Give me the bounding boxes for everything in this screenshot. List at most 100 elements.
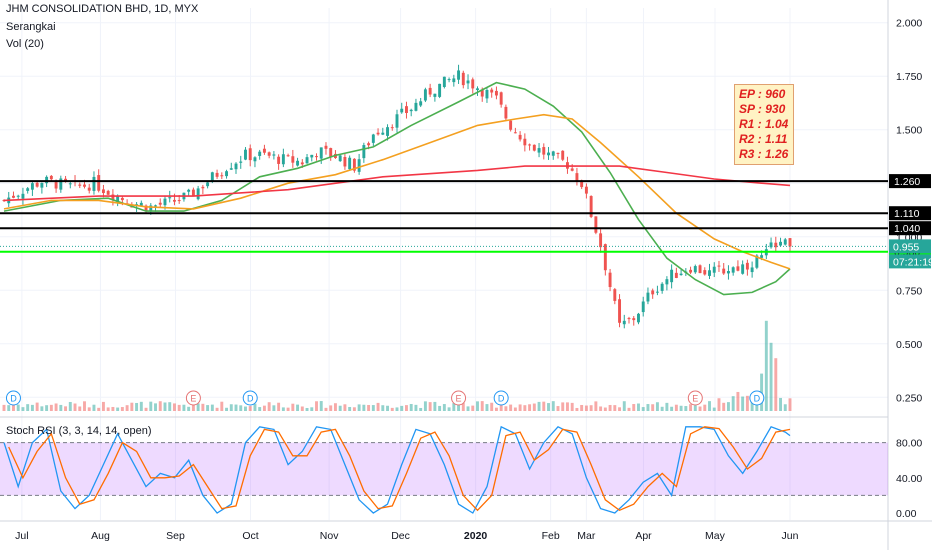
candle-body: [106, 190, 110, 195]
candle-body: [670, 269, 674, 283]
event-marker: [749, 390, 765, 406]
volume-bar: [419, 407, 423, 411]
volume-bar: [45, 405, 49, 411]
candle-body: [64, 178, 68, 182]
volume-bar: [54, 403, 58, 411]
candle-body: [291, 156, 295, 163]
candle-body: [139, 202, 143, 206]
volume-bar: [310, 407, 314, 411]
note-entry-price: EP : 960: [739, 87, 786, 101]
volume-bar: [144, 407, 148, 411]
volume-bar: [764, 320, 768, 411]
candle-body: [632, 318, 636, 321]
volume-bar: [130, 402, 134, 411]
volume-bar: [494, 407, 498, 411]
volume-bar: [319, 401, 323, 411]
stoch-rsi-panel: [0, 425, 888, 514]
volume-bar: [201, 403, 205, 411]
rsi-series-line: [3, 425, 791, 514]
volume-bar: [296, 404, 300, 411]
volume-bar: [101, 401, 105, 411]
volume-bar: [580, 404, 584, 411]
candle-body: [172, 199, 176, 202]
candle-body: [726, 271, 730, 274]
volume-bar: [291, 403, 295, 411]
moving-average-line: [3, 81, 791, 296]
candle-body: [419, 101, 423, 106]
volume-bar: [163, 402, 167, 411]
volume-bar: [476, 401, 479, 411]
volume-bar: [556, 406, 560, 411]
volume-bar: [509, 404, 513, 411]
volume-bar: [679, 405, 683, 411]
volume-bar: [627, 407, 631, 411]
candle-body: [603, 244, 607, 271]
volume-bar: [154, 403, 157, 411]
candle-body: [187, 189, 191, 192]
volume-bar: [518, 404, 522, 411]
volume-bar: [641, 407, 645, 411]
rsi-tick-label: 80.00: [896, 438, 922, 450]
volume-bar: [433, 401, 437, 411]
price-tag-label: 07:21:19: [893, 256, 932, 268]
candle-body: [149, 205, 153, 212]
volume-bar: [267, 402, 271, 411]
candle-body: [783, 239, 787, 245]
candle-body: [513, 132, 517, 134]
candle-body: [120, 197, 124, 201]
volume-bar: [333, 403, 337, 411]
volume-bar: [599, 406, 603, 411]
volume-bar: [49, 404, 53, 411]
level-tag: [889, 174, 931, 189]
candle-body: [452, 78, 456, 83]
volume-bar: [191, 401, 195, 411]
volume-bar: [92, 404, 96, 411]
candle-body: [239, 161, 243, 163]
note-stop-price: SP : 930: [739, 102, 786, 116]
volume-bar: [16, 404, 20, 411]
volume-bar: [779, 397, 782, 411]
volume-bar: [2, 404, 6, 411]
candle-body: [471, 79, 475, 89]
volume-bar: [693, 405, 697, 411]
candle-body: [518, 134, 522, 140]
volume-bar: [400, 405, 404, 411]
candle-body: [547, 152, 550, 156]
volume-bar: [305, 407, 309, 411]
volume-bar: [447, 407, 451, 411]
volume-bar: [637, 403, 640, 411]
volume-bar: [750, 396, 754, 411]
volume-bar: [139, 401, 143, 411]
candle-body: [40, 183, 44, 188]
volume-bar: [708, 401, 711, 411]
volume-bar: [703, 404, 707, 411]
price-tick-label: 0.750: [896, 285, 922, 297]
candle-body: [745, 262, 749, 270]
time-tick-label: Dec: [391, 530, 410, 542]
volume-indicator-label: Vol (20): [6, 38, 44, 50]
volume-bar: [35, 402, 39, 411]
volume-bar: [68, 401, 72, 411]
candle-body: [362, 145, 366, 159]
candle-body: [551, 151, 555, 156]
candle-body: [101, 189, 105, 194]
event-letter: D: [10, 394, 17, 404]
level-tag-label: 1.110: [894, 208, 920, 220]
volume-bar: [632, 404, 636, 411]
candle-body: [504, 106, 508, 119]
price-tick-label: 1.750: [896, 71, 922, 83]
rsi-tick-label: 40.00: [896, 473, 922, 485]
volume-bar: [409, 403, 413, 411]
candle-body: [433, 93, 437, 97]
candle-body: [111, 194, 115, 201]
price-tick-label: 0.500: [896, 339, 922, 351]
volume-bar: [376, 402, 380, 411]
volume-bar: [248, 406, 252, 411]
candle-body: [641, 301, 645, 313]
volume-bar: [324, 407, 328, 411]
candle-body: [717, 265, 721, 267]
volume-bar: [717, 398, 721, 411]
candle-body: [196, 188, 200, 200]
price-tag-label: 0.955: [893, 241, 919, 253]
